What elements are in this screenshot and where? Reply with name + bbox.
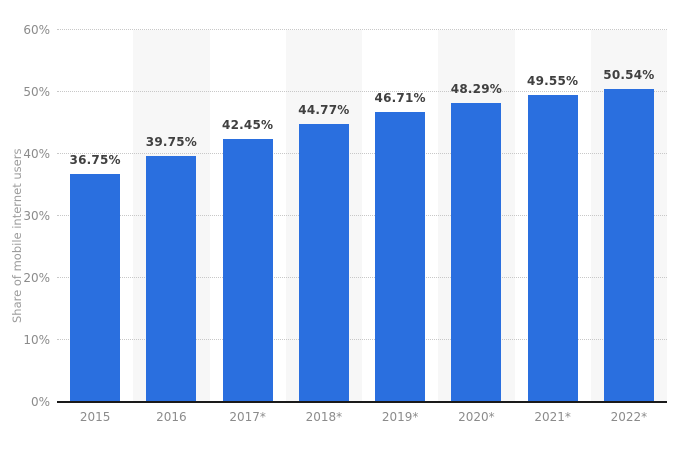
bar-2017*: 42.45% [222,118,273,402]
value-label: 49.55% [527,73,579,88]
chart-column: 50.54% [590,30,667,402]
value-label: 46.71% [374,91,426,106]
x-tick-label: 2016 [156,410,187,424]
bar-2018*: 44.77% [298,103,349,402]
bar-2016: 39.75% [146,135,197,402]
bar-2020*: 48.29% [451,82,502,402]
value-label: 36.75% [69,153,121,168]
y-tick-label: 20% [23,271,50,286]
x-tick-label: 2022* [610,410,648,424]
plot-area: 36.75% 39.75% 42.45% 44.77% 46.71% 48.29% 49.5… [57,29,667,403]
x-tick-label: 2015 [79,410,111,424]
chart-columns: 36.75% 39.75% 42.45% 44.77% 46.71% 48.29% 49.5… [57,30,667,402]
chart-column: 39.75% [133,30,210,402]
y-tick-label: 60% [23,23,50,37]
y-tick-label: 50% [23,85,50,99]
bar-2021*: 49.55% [527,74,578,402]
chart-column: 44.77% [285,30,362,402]
x-tick-label: 2020* [458,410,495,424]
x-axis-line [57,401,667,403]
value-label: 42.45% [222,117,274,132]
y-tick-label: 30% [23,209,50,223]
value-label: 44.77% [298,103,350,118]
x-tick-label: 2018* [305,410,343,424]
chart-column: 46.71% [362,30,438,402]
y-tick-label: 10% [23,333,50,348]
y-tick-label: 40% [23,147,50,162]
value-label: 39.75% [145,134,197,149]
x-tick-label: 2021* [534,410,571,424]
value-label: 50.54% [603,67,655,82]
bar-2019*: 46.71% [375,91,426,402]
chart-column: 42.45% [210,30,286,402]
x-tick-label: 2019* [381,410,419,424]
chart-column: 49.55% [515,30,591,402]
value-label: 48.29% [450,81,502,96]
chart-column: 36.75% [57,30,133,402]
chart-column: 48.29% [438,30,515,402]
y-axis-tick-labels: 0% 10% 20% 30% 40% 50% 60% [0,23,50,409]
x-tick-label: 2017* [229,410,266,424]
bar-2022*: 50.54% [603,68,654,402]
x-axis-tick-labels: 2015 2016 2017* 2018* 2019* 2020* 2021* 2022* [57,410,667,424]
bar-2015: 36.75% [70,153,121,402]
y-tick-label: 0% [30,395,50,409]
